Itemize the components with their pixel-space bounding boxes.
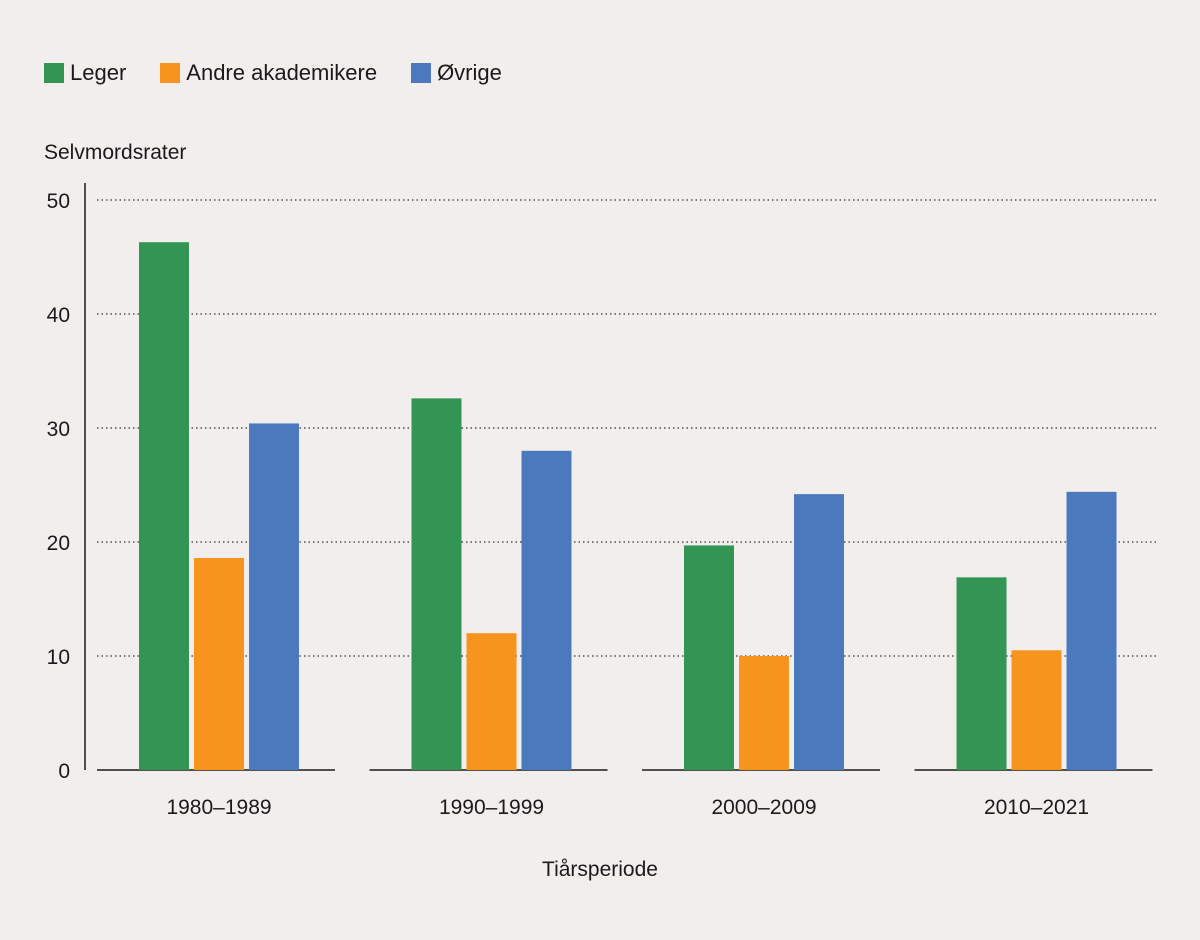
y-tick-label: 20 — [47, 532, 70, 555]
bar-øvrige — [794, 494, 844, 770]
y-tick-label: 50 — [47, 190, 70, 213]
bar-leger — [139, 242, 189, 770]
y-tick-label: 30 — [47, 418, 70, 441]
bar-øvrige — [1066, 491, 1117, 770]
bar-leger — [684, 545, 734, 770]
legend-label: Andre akademikere — [186, 60, 378, 85]
legend-swatch — [160, 63, 181, 83]
bar-øvrige — [521, 450, 572, 770]
bar-øvrige — [249, 423, 299, 770]
bar-andre-akademikere — [194, 557, 244, 770]
bar-leger — [956, 577, 1007, 770]
legend-swatch — [44, 63, 64, 83]
bar-leger — [411, 398, 462, 770]
x-axis-label: Tiårsperiode — [542, 858, 658, 881]
legend-item: Leger — [44, 60, 126, 86]
y-tick-label: 0 — [58, 760, 70, 783]
y-axis-label: Selvmordsrater — [44, 141, 187, 164]
legend-item: Øvrige — [411, 60, 502, 86]
x-tick-label: 2010–2021 — [984, 796, 1089, 819]
legend: Leger Andre akademikere Øvrige — [44, 60, 502, 86]
legend-label: Leger — [70, 60, 127, 85]
legend-swatch — [411, 63, 432, 83]
bar-andre-akademikere — [466, 633, 517, 770]
bar-andre-akademikere — [739, 656, 789, 770]
y-tick-label: 10 — [47, 646, 70, 669]
x-tick-label: 2000–2009 — [711, 796, 816, 819]
x-tick-label: 1980–1989 — [166, 796, 271, 819]
legend-label: Øvrige — [437, 60, 502, 85]
y-tick-label: 40 — [47, 304, 70, 327]
legend-item: Andre akademikere — [160, 60, 377, 86]
x-tick-label: 1990–1999 — [439, 796, 544, 819]
bar-andre-akademikere — [1011, 650, 1062, 770]
